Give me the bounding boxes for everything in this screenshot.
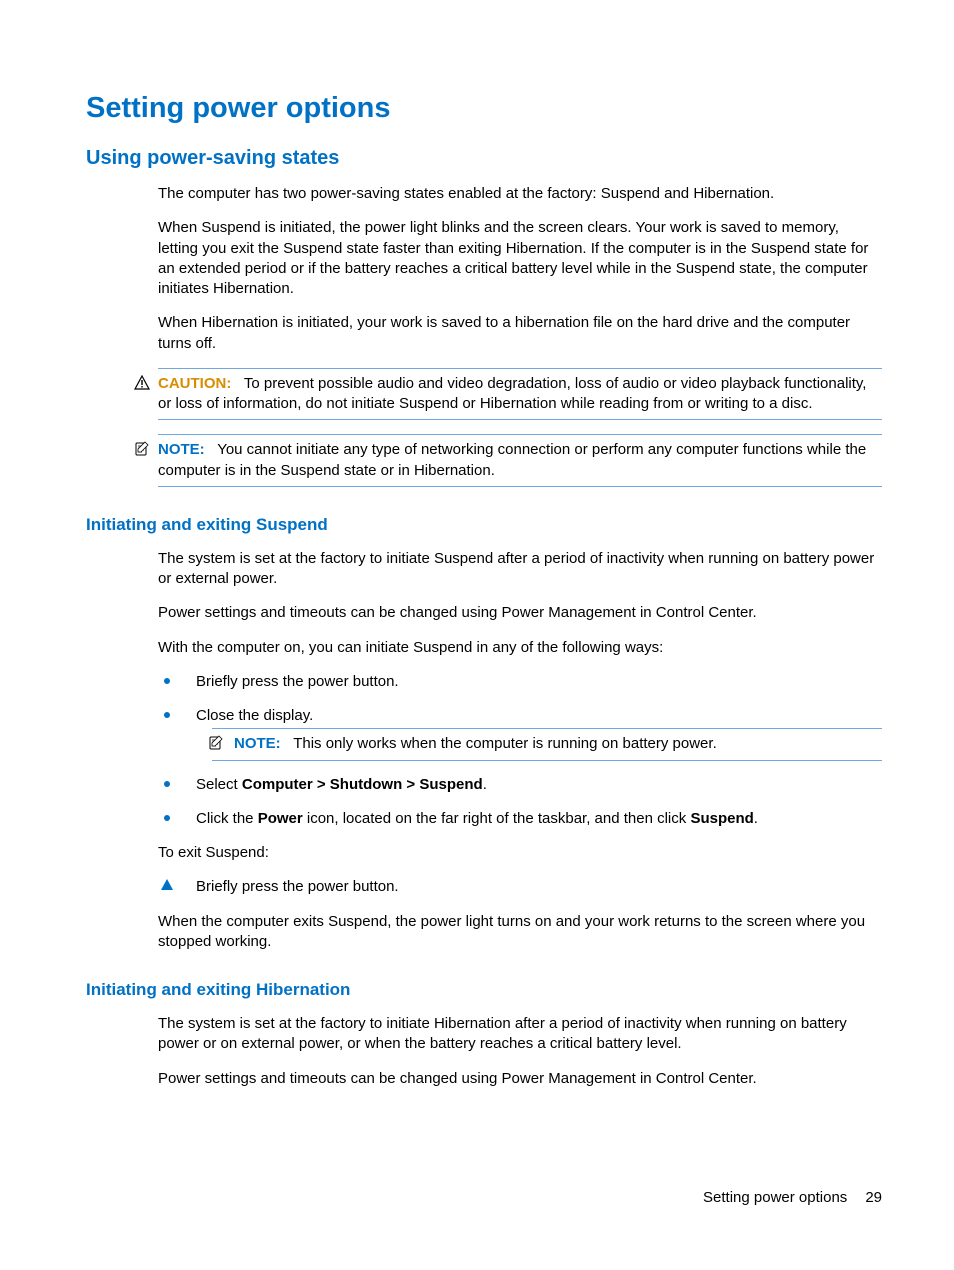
list-item: Briefly press the power button. (158, 672, 882, 692)
list-item: Click the Power icon, located on the far… (158, 809, 882, 829)
page-footer: Setting power options 29 (703, 1189, 882, 1206)
caution-text: CAUTION: To prevent possible audio and v… (158, 374, 882, 415)
paragraph: The system is set at the factory to init… (158, 549, 882, 590)
subsection-heading-suspend: Initiating and exiting Suspend (86, 515, 882, 535)
paragraph: To exit Suspend: (158, 843, 882, 863)
triangle-item-text: Briefly press the power button. (196, 878, 399, 895)
caution-callout: CAUTION: To prevent possible audio and v… (158, 368, 882, 421)
caution-icon (134, 374, 158, 391)
triangle-icon (160, 878, 174, 892)
note-label: NOTE: (158, 441, 205, 458)
triangle-list-item: Briefly press the power button. (158, 877, 882, 897)
note-icon (208, 734, 234, 751)
paragraph: When Suspend is initiated, the power lig… (158, 218, 882, 299)
list-item: Close the display. NOTE: This only works… (158, 706, 882, 761)
footer-section-title: Setting power options (703, 1189, 847, 1206)
section-heading-using-power-saving: Using power-saving states (86, 147, 882, 170)
list-item-text-pre: Select (196, 776, 242, 793)
note-text: NOTE: This only works when the computer … (234, 734, 882, 754)
list-item-text-pre: Click the (196, 810, 258, 827)
page-title: Setting power options (86, 92, 882, 125)
paragraph: Power settings and timeouts can be chang… (158, 1069, 882, 1089)
paragraph: The computer has two power-saving states… (158, 184, 882, 204)
footer-page-number: 29 (865, 1189, 882, 1206)
list-item-text-mid: icon, located on the far right of the ta… (303, 810, 691, 827)
note-text: NOTE: You cannot initiate any type of ne… (158, 440, 882, 481)
paragraph: Power settings and timeouts can be chang… (158, 603, 882, 623)
list-item-text-bold: Power (258, 810, 303, 827)
page: Setting power options Using power-saving… (0, 0, 954, 1270)
subsection-heading-hibernation: Initiating and exiting Hibernation (86, 980, 882, 1000)
bullet-list: Briefly press the power button. Close th… (158, 672, 882, 829)
list-item-text: Close the display. (196, 707, 313, 724)
caution-body: To prevent possible audio and video degr… (158, 375, 866, 412)
note-label: NOTE: (234, 735, 281, 752)
list-item-text-post: . (483, 776, 487, 793)
paragraph: With the computer on, you can initiate S… (158, 638, 882, 658)
subsection-body: The system is set at the factory to init… (158, 1014, 882, 1089)
subsection-body: The system is set at the factory to init… (158, 549, 882, 952)
paragraph: When the computer exits Suspend, the pow… (158, 912, 882, 953)
caution-label: CAUTION: (158, 375, 231, 392)
note-icon (134, 440, 158, 457)
list-item-text-bold: Suspend (690, 810, 753, 827)
note-callout-inline: NOTE: This only works when the computer … (212, 728, 882, 760)
note-callout: NOTE: You cannot initiate any type of ne… (158, 434, 882, 487)
paragraph: When Hibernation is initiated, your work… (158, 313, 882, 354)
paragraph: The system is set at the factory to init… (158, 1014, 882, 1055)
list-item-text-bold: Computer > Shutdown > Suspend (242, 776, 483, 793)
note-body: This only works when the computer is run… (293, 735, 717, 752)
list-item-text-post: . (754, 810, 758, 827)
list-item: Select Computer > Shutdown > Suspend. (158, 775, 882, 795)
note-body: You cannot initiate any type of networki… (158, 441, 866, 478)
section-body: The computer has two power-saving states… (158, 184, 882, 487)
